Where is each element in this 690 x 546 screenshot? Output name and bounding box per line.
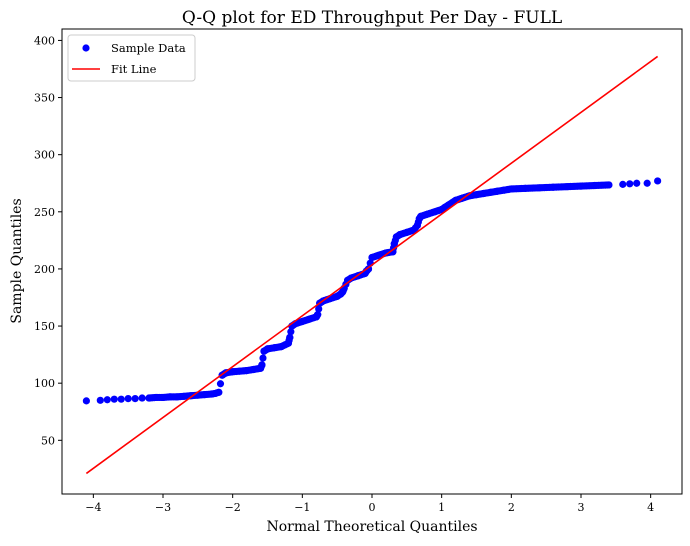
sample-data-point [159,393,167,402]
y-tick-label: 300 [34,149,55,162]
y-axis: 50 100 150 200 250 300 350 400 [34,34,62,447]
sample-data-point [270,344,279,352]
sample-data-point [633,179,641,187]
sample-data-point [173,393,181,401]
sample-data-point [472,191,481,199]
sample-data-point [180,392,188,400]
y-tick-label: 100 [34,377,55,390]
sample-data-point [390,240,398,248]
sample-data-point [591,181,599,190]
y-tick-label: 250 [34,206,55,219]
y-axis-label: Sample Quantiles [9,198,25,323]
sample-data-point [507,185,515,193]
sample-data-point [403,228,411,236]
x-tick-label: −1 [294,501,310,514]
sample-data-point [521,184,529,192]
sample-data-point [347,274,355,282]
sample-data-point [124,395,132,403]
sample-data-point [201,391,209,399]
sample-data-point [243,367,251,375]
sample-data-point [654,177,662,185]
sample-data-point [389,248,397,256]
x-tick-label: −2 [225,501,241,514]
sample-data-point [315,305,323,313]
sample-data-point [396,231,404,239]
sample-data-point [216,380,225,388]
sample-data-point [249,365,258,374]
legend: Sample Data Fit Line [67,34,196,82]
sample-data-point [131,395,139,403]
sample-data-point [549,183,557,191]
sample-data-point [563,183,571,191]
sample-data-point [229,368,237,376]
plot-area [61,28,683,495]
sample-data-point [258,361,266,369]
x-tick-label: 2 [508,501,515,514]
sample-data-point [145,394,153,402]
x-tick-label: 3 [577,501,584,514]
sample-data-point [535,184,543,192]
x-tick-label: 0 [369,501,376,514]
x-axis-label: Normal Theoretical Quantiles [266,519,477,535]
y-tick-label: 150 [34,320,55,333]
sample-data-point [479,189,488,198]
sample-data-point [605,181,613,189]
sample-data-point [465,192,474,200]
sample-data-point [577,182,585,190]
sample-data-point [314,311,322,319]
sample-data-point [305,315,313,323]
sample-data-point [424,210,432,218]
x-axis: −4 −3 −2 −1 0 1 2 3 4 [85,494,654,514]
x-tick-label: −3 [155,501,171,514]
sample-data-point [263,345,272,353]
sample-data-point [284,339,293,347]
sample-data-point [375,251,383,259]
sample-data-point [368,253,376,262]
sample-data-point [215,388,223,396]
sample-data-point [619,180,627,188]
sample-data-point [287,328,295,336]
sample-data-point [166,393,174,401]
sample-data-point [413,221,421,230]
sample-data-point [82,397,90,405]
sample-data-point [117,395,125,403]
legend-label-sample-data: Sample Data [111,41,186,55]
sample-data-point [277,343,286,351]
sample-data-point [643,179,651,187]
sample-data-point [417,212,425,220]
y-tick-label: 400 [34,34,55,47]
x-tick-label: −4 [85,501,101,514]
x-tick-label: 4 [647,501,654,514]
sample-data-point [138,394,146,402]
legend-label-fit-line: Fit Line [111,62,157,76]
y-tick-label: 50 [41,434,55,447]
sample-data-point [286,333,294,342]
sample-data-point [103,396,111,404]
sample-data-point [236,367,244,375]
sample-data-point [493,187,501,195]
x-tick-label: 1 [438,501,445,514]
sample-data-point [152,393,160,402]
sample-data-point [486,188,495,196]
fit-line [85,55,659,475]
sample-data-point [500,186,508,194]
sample-data-point [96,396,104,404]
sample-data-point [431,208,439,216]
legend-marker-sample-data [82,44,90,52]
sample-data-point [382,249,390,257]
sample-data-point [110,395,118,403]
sample-data-point [298,317,306,326]
series-layer [82,55,662,475]
y-tick-label: 350 [34,92,55,105]
sample-data-point [626,180,634,188]
y-tick-label: 200 [34,263,55,276]
sample-data-point [259,354,267,362]
chart-title: Q-Q plot for ED Throughput Per Day - FUL… [182,8,562,28]
